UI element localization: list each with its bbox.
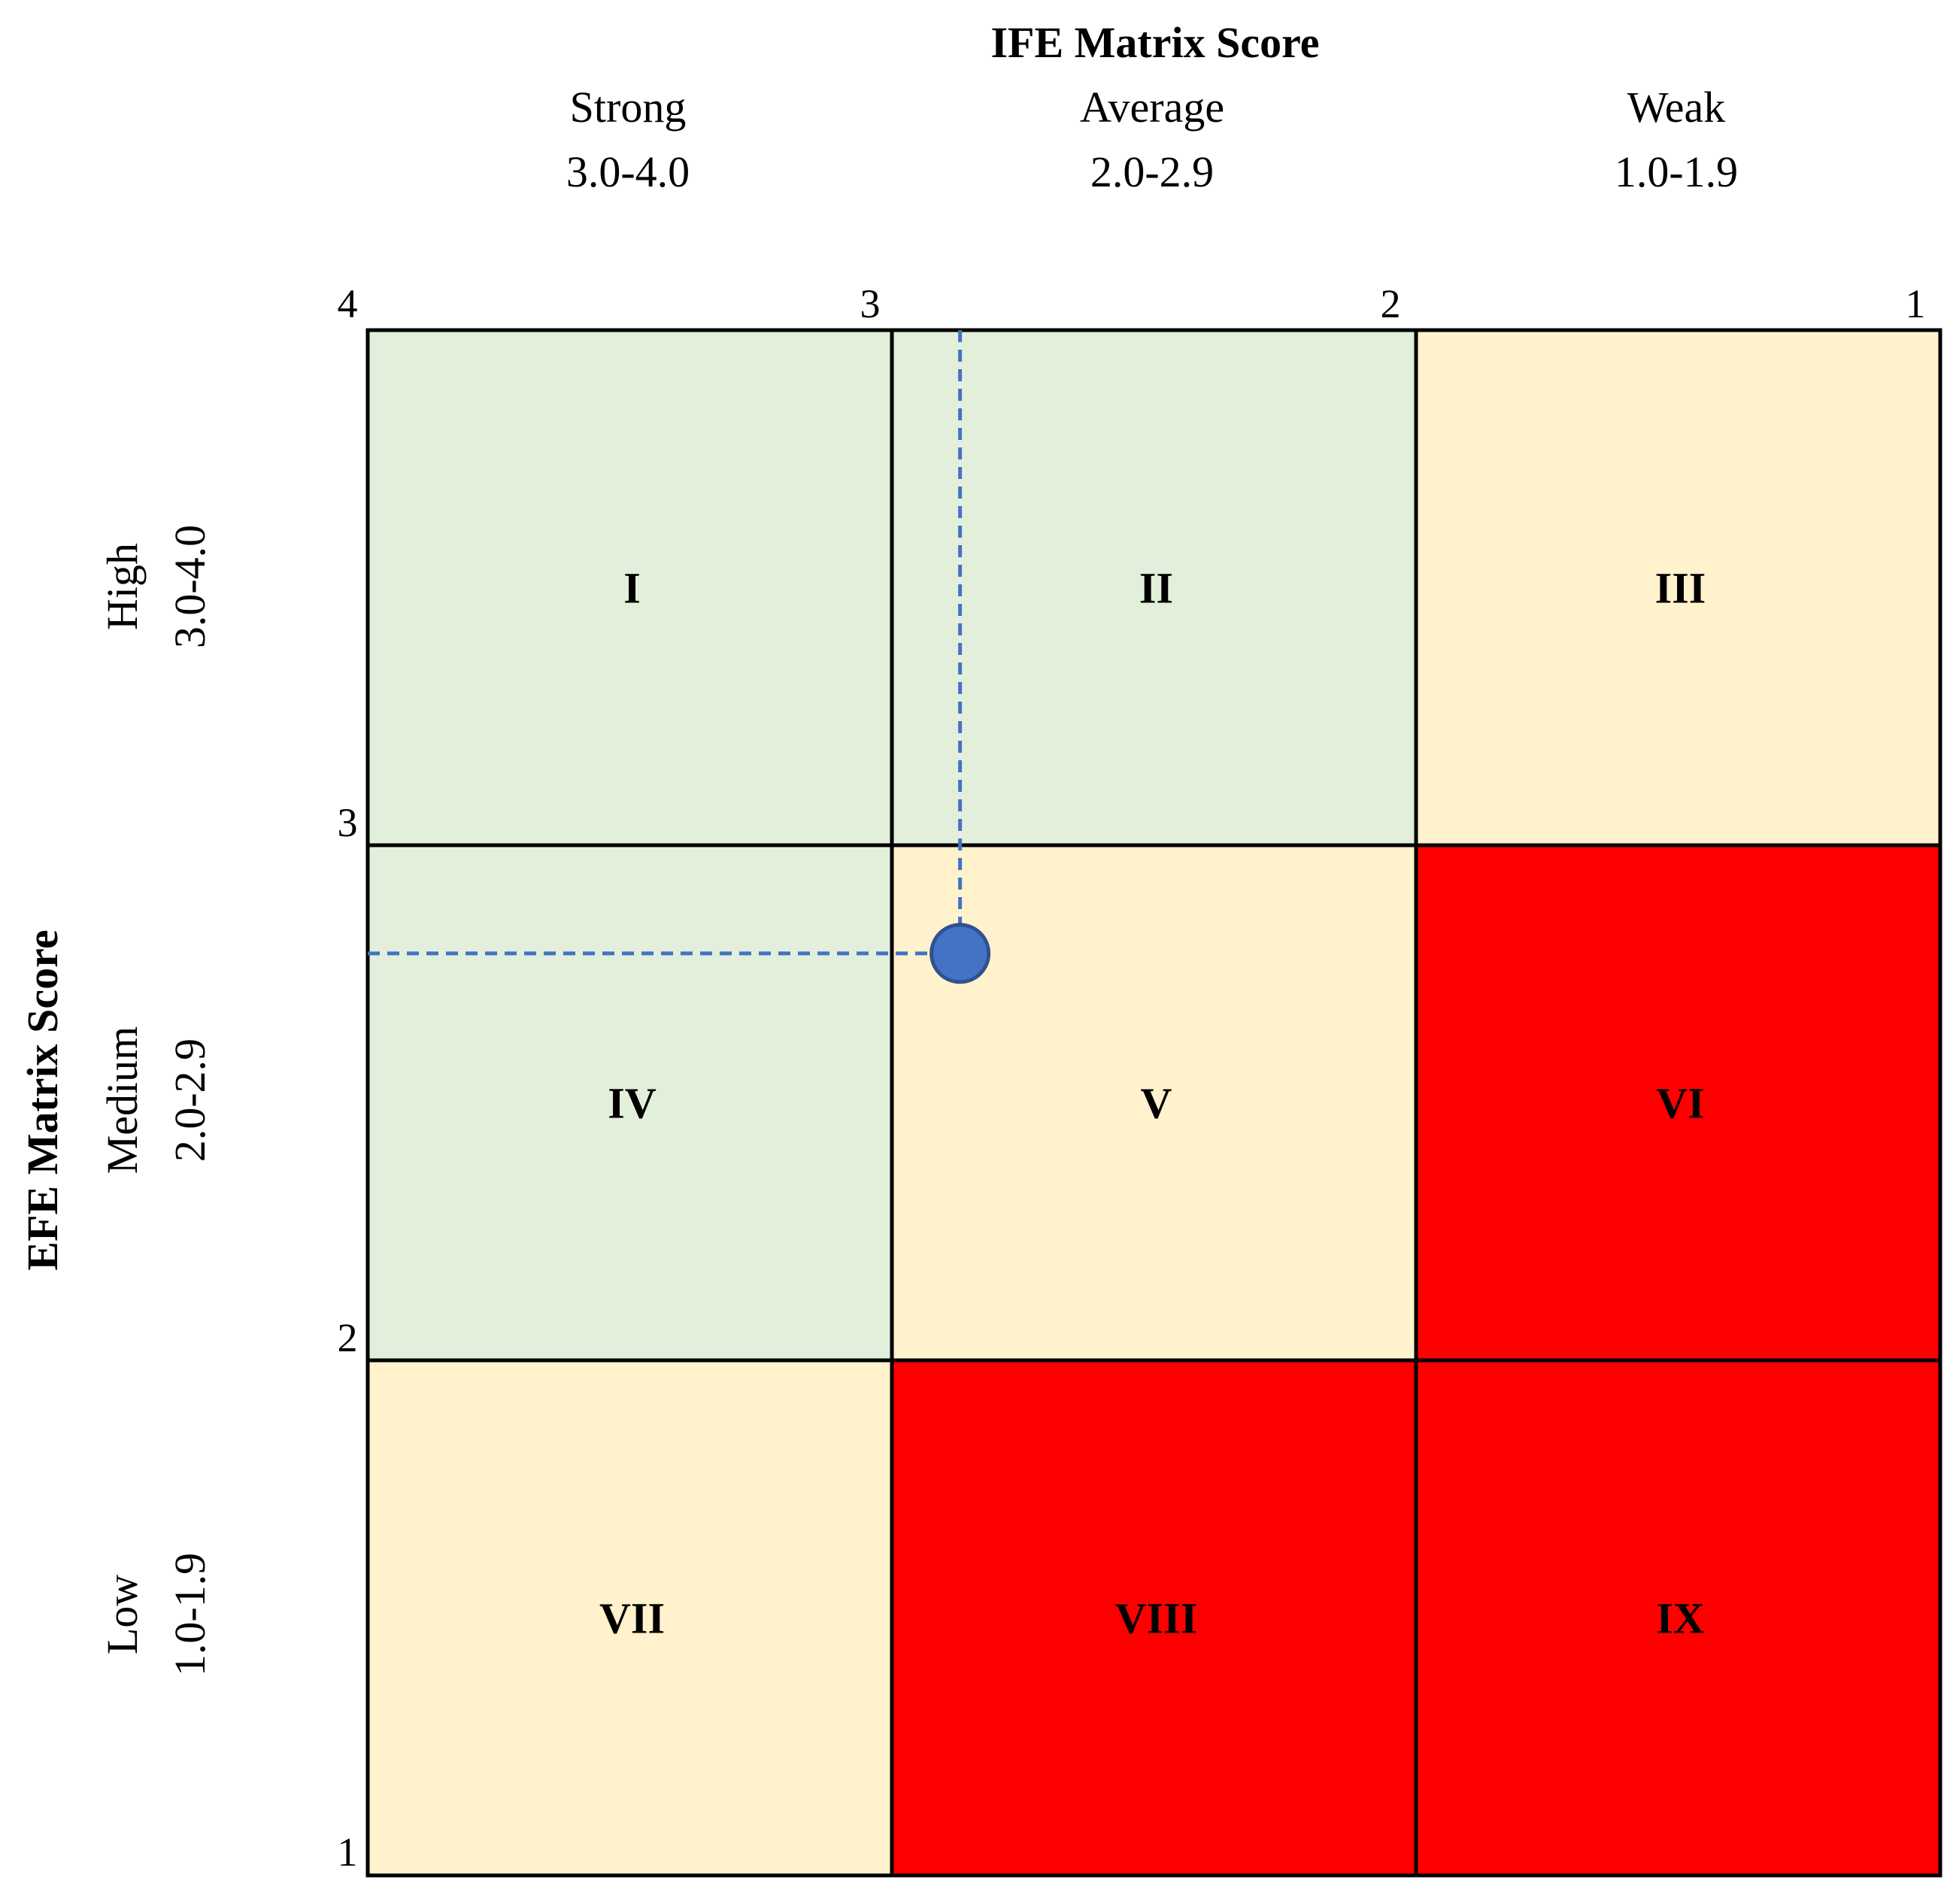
- cell-vi: [1414, 843, 1942, 1363]
- cell-ix: [1414, 1358, 1942, 1878]
- efe-axis-title: EFE Matrix Score: [18, 929, 67, 1270]
- efe-tick-3: 3: [338, 800, 358, 845]
- efe-tick-1: 1: [338, 1830, 358, 1875]
- position-marker: [929, 923, 991, 984]
- ife-tick-4: 4: [338, 281, 358, 326]
- efe-category-high: High: [98, 543, 147, 630]
- cell-iv: [365, 843, 894, 1363]
- ife-tick-2: 2: [1381, 281, 1401, 326]
- ife-category-weak: Weak: [1627, 83, 1726, 132]
- efe-category-medium: Medium: [98, 1026, 147, 1175]
- cell-ii: [890, 328, 1418, 847]
- cell-label-vi: VI: [1656, 1079, 1704, 1128]
- ife-range-strong: 3.0-4.0: [566, 147, 690, 196]
- cell-label-iv: IV: [608, 1079, 657, 1128]
- cell-label-i: I: [623, 564, 641, 613]
- cell-label-viii: VIII: [1115, 1594, 1198, 1643]
- cell-i: [365, 328, 894, 847]
- ife-range-average: 2.0-2.9: [1090, 147, 1214, 196]
- ife-axis-title: IFE Matrix Score: [990, 18, 1319, 67]
- ife-category-strong: Strong: [570, 83, 687, 132]
- ife-range-weak: 1.0-1.9: [1615, 147, 1738, 196]
- cell-viii: [890, 1358, 1418, 1878]
- cell-label-ii: II: [1139, 564, 1173, 613]
- cell-labels: I II III IV V VI VII VIII IX: [599, 564, 1706, 1643]
- ife-category-average: Average: [1080, 83, 1224, 132]
- efe-tick-2: 2: [338, 1315, 358, 1360]
- cell-label-iii: III: [1655, 564, 1706, 613]
- cell-label-ix: IX: [1656, 1594, 1705, 1643]
- cell-label-vii: VII: [599, 1594, 665, 1643]
- ife-tick-1: 1: [1906, 281, 1926, 326]
- cell-label-v: V: [1141, 1079, 1172, 1128]
- cell-vii: [365, 1358, 894, 1878]
- efe-category-low: Low: [98, 1575, 147, 1654]
- ife-tick-3: 3: [860, 281, 881, 326]
- efe-range-low: 1.0-1.9: [165, 1553, 214, 1676]
- efe-range-medium: 2.0-2.9: [165, 1038, 214, 1162]
- efe-range-high: 3.0-4.0: [165, 525, 214, 648]
- cell-iii: [1414, 328, 1942, 847]
